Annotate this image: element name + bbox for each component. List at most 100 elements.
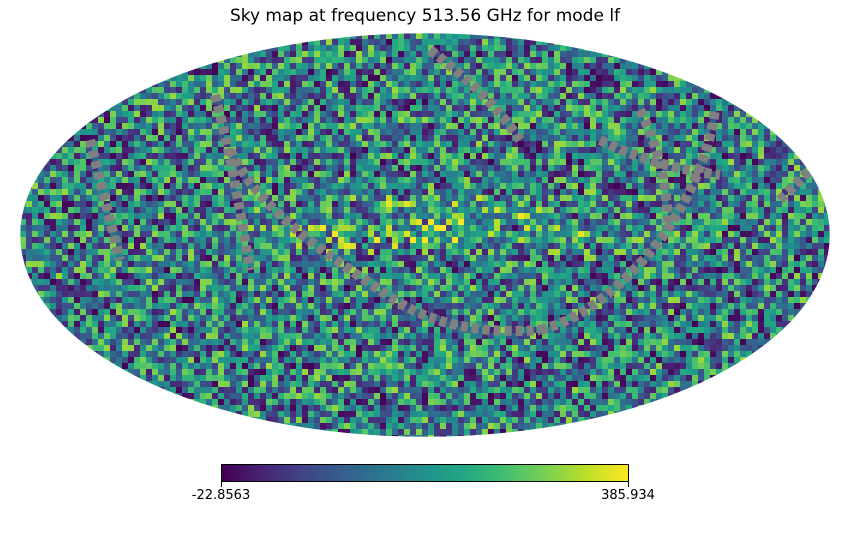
sky-pixel xyxy=(782,261,789,268)
sky-pixel xyxy=(512,111,519,118)
sky-pixel xyxy=(296,201,303,208)
sky-pixel xyxy=(668,135,675,142)
sky-pixel xyxy=(212,135,219,142)
sky-pixel xyxy=(284,159,291,166)
sky-pixel xyxy=(86,243,93,250)
sky-pixel xyxy=(476,177,483,184)
sky-pixel xyxy=(440,135,447,142)
sky-pixel xyxy=(170,81,177,88)
sky-pixel xyxy=(404,39,411,46)
sky-pixel xyxy=(176,189,183,196)
sky-pixel xyxy=(482,279,489,286)
sky-pixel xyxy=(206,279,213,286)
sky-pixel xyxy=(164,189,171,196)
sky-pixel xyxy=(62,213,69,220)
sky-pixel xyxy=(548,45,555,52)
sky-pixel xyxy=(662,285,669,292)
sky-pixel xyxy=(548,237,555,244)
sky-pixel xyxy=(680,279,687,286)
sky-pixel xyxy=(74,141,81,148)
sky-pixel xyxy=(242,135,249,142)
sky-pixel xyxy=(734,129,741,136)
sky-pixel xyxy=(20,219,27,226)
sky-pixel xyxy=(614,273,621,280)
sky-pixel xyxy=(122,147,129,154)
sky-pixel xyxy=(512,201,519,208)
sky-pixel xyxy=(752,177,759,184)
sky-pixel xyxy=(74,189,81,196)
sky-pixel xyxy=(524,165,531,172)
sky-pixel xyxy=(434,219,441,226)
sky-pixel xyxy=(404,87,411,94)
sky-pixel xyxy=(128,237,135,244)
sky-pixel xyxy=(152,231,159,238)
sky-pixel xyxy=(500,99,507,106)
sky-pixel xyxy=(464,225,471,232)
sky-pixel xyxy=(236,135,243,142)
sky-pixel xyxy=(482,57,489,64)
sky-pixel xyxy=(578,225,585,232)
sky-pixel xyxy=(770,141,777,148)
sky-pixel xyxy=(782,273,789,280)
sky-pixel xyxy=(74,261,81,268)
sky-pixel xyxy=(446,273,453,280)
sky-pixel xyxy=(428,225,435,232)
sky-pixel xyxy=(194,249,201,256)
sky-pixel xyxy=(488,279,495,286)
sky-pixel xyxy=(398,81,405,88)
sky-pixel xyxy=(704,207,711,214)
sky-pixel xyxy=(620,261,627,268)
sky-pixel xyxy=(734,195,741,202)
sky-pixel xyxy=(404,63,411,70)
sky-pixel xyxy=(224,105,231,112)
sky-pixel xyxy=(464,147,471,154)
sky-pixel xyxy=(476,195,483,202)
sky-pixel xyxy=(350,201,357,208)
sky-pixel xyxy=(608,225,615,232)
sky-pixel xyxy=(248,81,255,88)
sky-pixel xyxy=(32,231,39,238)
sky-pixel xyxy=(572,231,579,238)
sky-pixel xyxy=(620,267,627,274)
sky-pixel xyxy=(722,129,729,136)
sky-pixel xyxy=(332,213,339,220)
sky-pixel xyxy=(614,207,621,214)
sky-pixel xyxy=(380,189,387,196)
sky-pixel xyxy=(404,69,411,76)
sky-pixel xyxy=(458,285,465,292)
sky-pixel xyxy=(506,267,513,274)
sky-pixel xyxy=(410,111,417,118)
sky-pixel xyxy=(572,195,579,202)
sky-pixel xyxy=(494,279,501,286)
sky-pixel xyxy=(566,231,573,238)
sky-pixel xyxy=(476,33,483,40)
sky-pixel xyxy=(374,255,381,262)
sky-pixel xyxy=(344,33,351,40)
sky-pixel xyxy=(428,267,435,274)
sky-pixel xyxy=(194,93,201,100)
sky-pixel xyxy=(578,93,585,100)
sky-pixel xyxy=(398,219,405,226)
sky-pixel xyxy=(440,105,447,112)
sky-pixel xyxy=(260,57,267,64)
sky-pixel xyxy=(668,129,675,136)
sky-pixel xyxy=(434,123,441,130)
sky-pixel xyxy=(638,219,645,226)
sky-pixel xyxy=(692,201,699,208)
sky-pixel xyxy=(32,273,39,280)
sky-pixel xyxy=(98,165,105,172)
sky-pixel xyxy=(188,99,195,106)
sky-pixel xyxy=(578,267,585,274)
sky-pixel xyxy=(440,123,447,130)
sky-pixel xyxy=(770,213,777,220)
sky-pixel xyxy=(56,291,63,298)
sky-pixel xyxy=(62,255,69,262)
sky-pixel xyxy=(608,153,615,160)
sky-pixel xyxy=(164,219,171,226)
sky-pixel xyxy=(338,183,345,190)
sky-pixel xyxy=(482,255,489,262)
sky-pixel xyxy=(734,279,741,286)
sky-pixel xyxy=(248,51,255,58)
sky-pixel xyxy=(386,189,393,196)
sky-pixel xyxy=(698,279,705,286)
